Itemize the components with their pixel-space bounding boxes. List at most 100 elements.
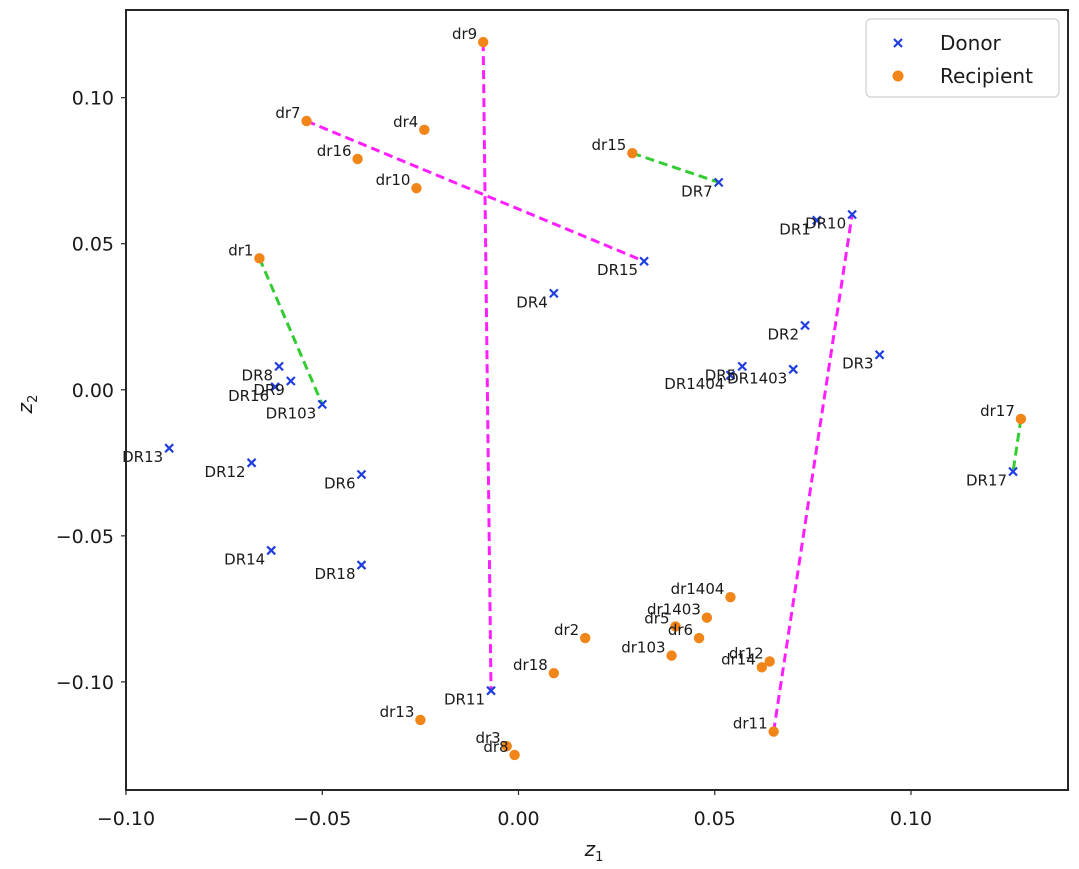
point-label-dr8: dr8: [483, 738, 508, 756]
y-axis-title: z2: [13, 395, 41, 415]
donor-marker-DR5: [737, 361, 748, 372]
point-label-DR12: DR12: [205, 463, 246, 481]
point-label-DR13: DR13: [122, 448, 163, 466]
x-tick-label: 0.10: [890, 808, 932, 830]
donor-marker-DR7: [713, 177, 724, 188]
recipient-marker-dr7: [301, 115, 312, 127]
y-tick-label: 0.10: [72, 88, 114, 110]
pair-line-dr15-DR7: [631, 151, 720, 184]
point-label-DR2: DR2: [767, 326, 799, 344]
legend: Donor Recipient: [865, 18, 1060, 98]
donor-marker-DR12: [246, 458, 257, 468]
y-tick-label: −0.10: [56, 672, 114, 694]
point-label-DR11: DR11: [444, 691, 485, 709]
recipient-marker-dr2: [580, 632, 591, 644]
recipient-marker-dr11: [768, 726, 779, 737]
recipient-marker-dr14: [756, 662, 768, 673]
point-label-dr2: dr2: [554, 621, 579, 639]
pair-line-dr1-DR103: [258, 257, 324, 405]
donor-marker-DR10: [847, 209, 857, 220]
recipient-marker-dr9: [477, 36, 489, 48]
point-label-DR7: DR7: [681, 182, 713, 200]
legend-label-donor: Donor: [940, 31, 1002, 55]
point-label-dr18: dr18: [513, 656, 548, 674]
point-label-dr1404: dr1404: [671, 580, 725, 598]
point-label-DR14: DR14: [224, 550, 265, 568]
donor-marker-DR3: [874, 349, 885, 360]
pair-line-dr11-DR10: [772, 214, 854, 732]
pair-line-dr9-DR11: [481, 42, 493, 691]
donor-marker-DR11: [486, 685, 496, 696]
donor-marker-DR2: [800, 320, 810, 331]
point-label-DR16: DR16: [228, 387, 269, 405]
recipient-marker-dr6: [693, 632, 705, 644]
x-axis-title: z1: [584, 837, 604, 865]
donor-marker-DR9: [286, 376, 296, 386]
donor-marker-DR14: [266, 545, 277, 556]
point-label-DR4: DR4: [516, 293, 548, 311]
donor-marker-DR6: [356, 469, 367, 480]
point-label-dr13: dr13: [380, 703, 415, 721]
legend-donor-marker: [893, 38, 903, 48]
recipient-marker-dr8: [509, 749, 520, 761]
y-axis-ticks: 0.10 0.05 0.00 −0.05 −0.10: [56, 88, 126, 694]
point-label-DR1403: DR1403: [727, 369, 787, 387]
recipient-marker-dr16: [352, 153, 363, 165]
y-tick-label: 0.00: [72, 380, 114, 402]
y-tick-label: 0.05: [72, 234, 114, 256]
recipient-marker-dr15: [627, 147, 638, 159]
y-tick-label: −0.05: [56, 526, 114, 548]
recipient-marker-dr1403: [701, 612, 713, 623]
point-label-dr6: dr6: [668, 621, 693, 639]
point-label-DR3: DR3: [842, 355, 874, 373]
pair-line-dr17-DR17: [1011, 418, 1023, 472]
donor-marker-DR8: [274, 361, 284, 372]
point-label-dr1: dr1: [228, 241, 253, 259]
pair-line-dr7-DR15: [305, 119, 645, 263]
point-label-DR1: DR1: [779, 220, 811, 238]
point-label-dr11: dr11: [733, 715, 768, 733]
point-label-DR1404: DR1404: [664, 375, 724, 393]
donor-marker-DR1404: [725, 370, 736, 380]
pair-lines: [258, 42, 1023, 732]
recipient-marker-dr10: [411, 183, 422, 194]
point-label-dr103: dr103: [621, 639, 665, 657]
x-tick-label: 0.00: [497, 808, 539, 830]
point-label-dr3: dr3: [475, 729, 500, 747]
recipient-marker-dr5: [670, 621, 681, 632]
recipient-marker-dr18: [548, 667, 560, 679]
point-label-DR9: DR9: [253, 381, 285, 399]
point-label-dr10: dr10: [376, 171, 411, 189]
point-label-dr17: dr17: [980, 402, 1015, 420]
point-label-dr16: dr16: [317, 142, 352, 160]
plot-frame: [125, 9, 1069, 791]
donor-marker-DR16: [270, 382, 280, 392]
recipient-marker-dr103: [666, 650, 677, 661]
donor-marker-DR1403: [788, 364, 799, 375]
recipient-marker-dr1: [254, 253, 265, 264]
donor-marker-DR15: [639, 256, 649, 267]
point-label-dr5: dr5: [644, 609, 669, 627]
point-label-DR103: DR103: [266, 404, 317, 422]
point-label-DR6: DR6: [324, 474, 356, 492]
point-label-dr15: dr15: [592, 136, 627, 154]
point-label-dr7: dr7: [275, 104, 300, 122]
x-tick-label: −0.05: [293, 808, 351, 830]
point-label-dr4: dr4: [393, 113, 418, 131]
data-points: [164, 36, 1027, 761]
point-label-dr1403: dr1403: [647, 601, 701, 619]
recipient-marker-dr1404: [725, 591, 736, 603]
recipient-marker-dr17: [1015, 413, 1027, 425]
point-label-DR8: DR8: [242, 366, 274, 384]
point-label-dr14: dr14: [721, 650, 756, 668]
point-label-DR17: DR17: [966, 472, 1007, 490]
recipient-marker-dr4: [419, 124, 430, 135]
legend-recipient-marker: [892, 70, 904, 82]
recipient-marker-dr3: [501, 740, 512, 752]
donor-marker-DR17: [1008, 466, 1018, 477]
donor-marker-DR13: [164, 443, 174, 453]
x-axis-ticks: −0.10 −0.05 0.00 0.05 0.10: [97, 790, 932, 830]
legend-label-recipient: Recipient: [940, 64, 1033, 88]
